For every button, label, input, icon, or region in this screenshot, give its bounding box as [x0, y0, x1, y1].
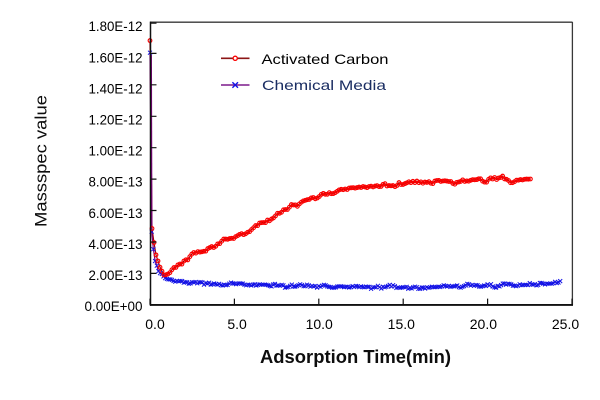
svg-text:1.60E-12: 1.60E-12 — [89, 49, 143, 65]
svg-text:1.40E-12: 1.40E-12 — [89, 80, 143, 96]
svg-text:1.00E-12: 1.00E-12 — [89, 143, 143, 159]
svg-text:4.00E-13: 4.00E-13 — [89, 236, 143, 252]
svg-text:6.00E-13: 6.00E-13 — [89, 205, 143, 221]
svg-text:1.80E-12: 1.80E-12 — [89, 18, 143, 34]
svg-text:2.00E-13: 2.00E-13 — [89, 267, 143, 283]
svg-text:1.20E-12: 1.20E-12 — [89, 112, 143, 128]
svg-text:0.00E+00: 0.00E+00 — [85, 298, 143, 314]
svg-text:0.0: 0.0 — [145, 316, 165, 332]
svg-text:20.0: 20.0 — [470, 316, 497, 332]
svg-text:Massspec value: Massspec value — [33, 95, 51, 227]
svg-text:25.0: 25.0 — [552, 316, 579, 332]
svg-text:5.0: 5.0 — [227, 316, 247, 332]
svg-text:Adsorption Time(min): Adsorption Time(min) — [260, 347, 451, 367]
svg-text:15.0: 15.0 — [388, 316, 415, 332]
svg-text:10.0: 10.0 — [306, 316, 333, 332]
svg-text:Chemical Media: Chemical Media — [262, 77, 386, 93]
svg-text:Activated Carbon: Activated Carbon — [262, 51, 389, 67]
svg-text:8.00E-13: 8.00E-13 — [89, 174, 143, 190]
